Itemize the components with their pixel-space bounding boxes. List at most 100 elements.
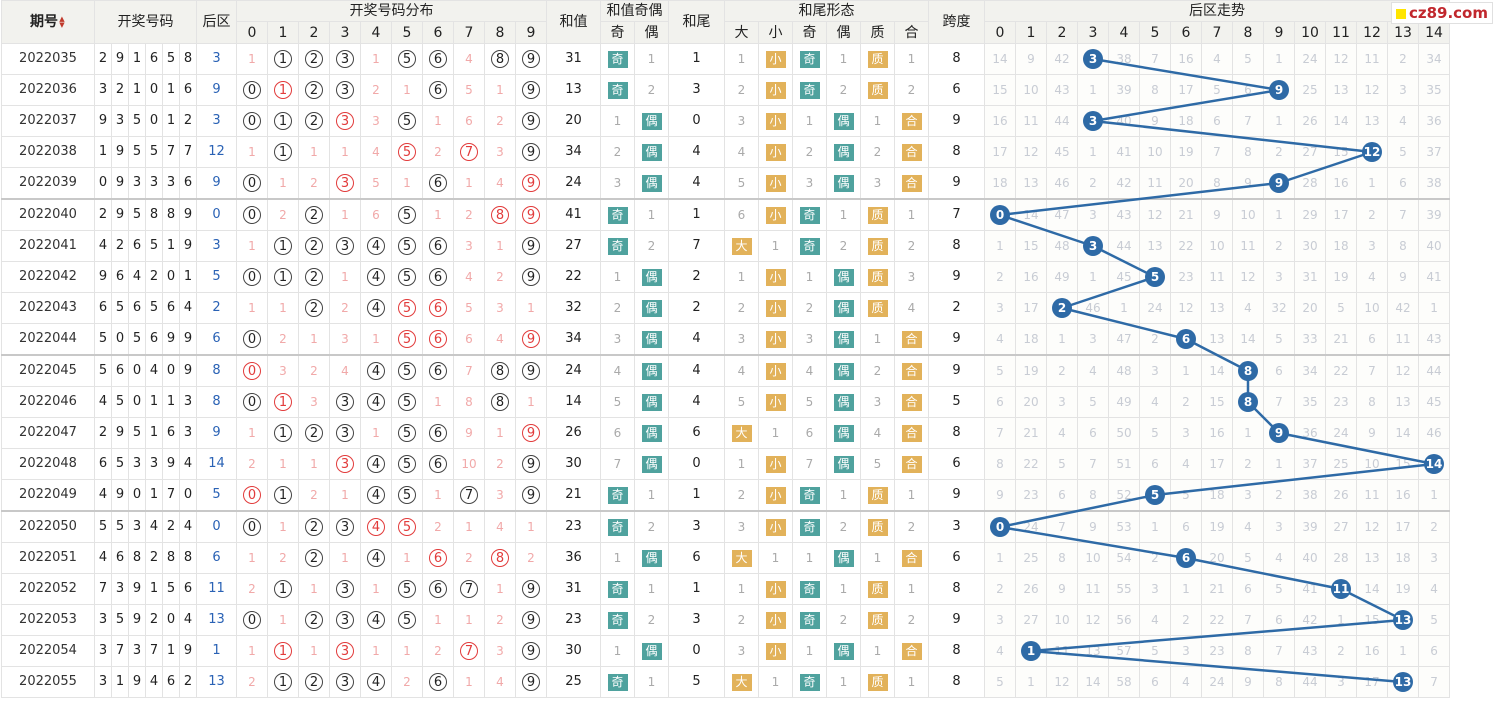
draw-number: 6 xyxy=(111,354,129,387)
sum-parity-cell: 2 xyxy=(634,74,669,106)
draw-number: 4 xyxy=(94,479,112,512)
miss-count: 13 xyxy=(1333,82,1349,97)
draw-number: 0 xyxy=(162,604,180,636)
dist-cell-0: 0 xyxy=(236,604,268,636)
tail-form-cell: 质 xyxy=(860,74,895,106)
miss-count: 2 xyxy=(647,238,656,253)
table-row: 2022050 5 5 3 4 2 4 0 0 1 2 3 4 5 2 1 4 1 23 奇 2 3 3 小奇 2 质 2 3 0 24 7… xyxy=(1,510,1451,543)
trend-cell-12: 9 xyxy=(1356,417,1388,449)
back-number: 6 xyxy=(196,542,237,574)
header-span: 跨度 xyxy=(928,0,985,44)
number-circle: 1 xyxy=(274,143,292,161)
parity-tag: 奇 xyxy=(607,611,628,629)
trend-cell-2: 2 xyxy=(1046,292,1078,324)
trend-cell-5: 24 xyxy=(1139,292,1171,324)
miss-count: 1 xyxy=(310,643,318,658)
draw-number: 7 xyxy=(111,635,129,667)
header-dist: 开奖号码分布 xyxy=(236,0,547,22)
dist-cell-3: 3 xyxy=(329,510,361,543)
form-tag: 大 xyxy=(731,237,752,255)
form-tag: 小 xyxy=(765,268,786,286)
repeat-number-circle: 5 xyxy=(398,143,416,161)
miss-count: 1 xyxy=(496,581,504,596)
miss-count: 46 xyxy=(1054,175,1070,190)
sort-arrows-icon[interactable]: ▲ ▼ xyxy=(59,15,65,29)
miss-count: 8 xyxy=(1058,550,1066,565)
dist-cell-9: 9 xyxy=(515,167,547,200)
dist-cell-7: 2 xyxy=(453,542,485,574)
draw-number: 0 xyxy=(128,354,146,387)
form-tag: 偶 xyxy=(833,299,854,317)
draw-number: 3 xyxy=(179,417,197,449)
miss-count: 4 xyxy=(496,674,504,689)
draw-number: 4 xyxy=(145,666,163,698)
miss-count: 6 xyxy=(1213,113,1221,128)
dist-cell-0: 0 xyxy=(236,510,268,543)
trend-cell-6: 20 xyxy=(1170,167,1202,200)
miss-count: 1 xyxy=(1089,82,1097,97)
miss-count: 3 xyxy=(996,300,1004,315)
miss-count: 2 xyxy=(996,269,1004,284)
miss-count: 10 xyxy=(1147,144,1163,159)
number-circle: 7 xyxy=(460,486,478,504)
trend-cell-6: 23 xyxy=(1170,261,1202,293)
tail-value: 4 xyxy=(668,354,725,387)
trend-cell-14: 38 xyxy=(1417,167,1451,200)
miss-count: 8 xyxy=(1089,487,1097,502)
dist-cell-9: 9 xyxy=(515,261,547,293)
miss-count: 1 xyxy=(1089,144,1097,159)
miss-count: 5 xyxy=(737,394,746,409)
trend-ball: 5 xyxy=(1145,267,1165,287)
trend-cell-5: 11 xyxy=(1139,167,1171,200)
miss-count: 10 xyxy=(1364,456,1380,471)
number-circle: 5 xyxy=(398,268,416,286)
sum-value: 26 xyxy=(546,417,601,449)
trend-cell-2: 42 xyxy=(1046,43,1078,75)
span-value: 9 xyxy=(928,604,985,636)
miss-count: 3 xyxy=(613,331,622,346)
miss-count: 6 xyxy=(613,425,622,440)
period-cell: 2022048 xyxy=(1,448,95,480)
miss-count: 1 xyxy=(1368,175,1376,190)
miss-count: 3 xyxy=(805,175,814,190)
tail-form-cell: 小 xyxy=(758,573,793,605)
dist-cell-7: 6 xyxy=(453,323,485,356)
miss-count: 41 xyxy=(1116,144,1132,159)
table-row: 2022054 3 7 3 7 1 9 1 1 1 1 3 1 1 2 7 3 9 30 1 偶 0 3 小 1 偶 1 合 8 4 1 11… xyxy=(1,635,1451,667)
trend-cell-10: 36 xyxy=(1294,417,1326,449)
draw-number: 0 xyxy=(128,386,146,418)
form-tag: 小 xyxy=(765,393,786,411)
trend-cell-6: 22 xyxy=(1170,230,1202,262)
table-row: 2022052 7 3 9 1 5 6 11 2 1 1 3 1 5 6 7 1 9 31 奇 1 1 1 小奇 1 质 1 8 2 26… xyxy=(1,573,1451,605)
dist-cell-9: 1 xyxy=(515,386,547,418)
draw-number: 4 xyxy=(94,230,112,262)
dist-cell-0: 1 xyxy=(236,292,268,324)
dist-cell-3: 1 xyxy=(329,542,361,574)
back-number: 13 xyxy=(196,604,237,636)
miss-count: 2 xyxy=(1275,487,1283,502)
parity-tag: 奇 xyxy=(607,518,628,536)
dist-cell-7: 3 xyxy=(453,230,485,262)
trend-cell-2: 3 xyxy=(1046,386,1078,418)
miss-count: 9 xyxy=(996,487,1004,502)
trend-cell-13: 17 xyxy=(1387,510,1419,543)
span-value: 7 xyxy=(928,198,985,231)
period-cell: 2022049 xyxy=(1,479,95,512)
dist-cell-9: 9 xyxy=(515,479,547,512)
header-trend-0: 0 xyxy=(984,21,1016,44)
miss-count: 43 xyxy=(1426,331,1442,346)
tail-form-cell: 1 xyxy=(792,261,827,293)
site-logo[interactable]: cz89.com xyxy=(1390,2,1493,24)
form-tag: 奇 xyxy=(799,237,820,255)
miss-count: 3 xyxy=(907,269,916,284)
logo-square-icon xyxy=(1395,8,1406,19)
trend-cell-6: 3 xyxy=(1170,635,1202,667)
draw-number: 1 xyxy=(162,230,180,262)
form-tag: 偶 xyxy=(833,112,854,130)
miss-count: 40 xyxy=(1116,113,1132,128)
miss-count: 1 xyxy=(771,238,780,253)
dist-cell-4: 1 xyxy=(360,323,392,356)
dist-cell-9: 1 xyxy=(515,292,547,324)
dist-cell-6: 6 xyxy=(422,666,454,698)
header-period[interactable]: 期号▲ ▼ xyxy=(1,0,95,44)
